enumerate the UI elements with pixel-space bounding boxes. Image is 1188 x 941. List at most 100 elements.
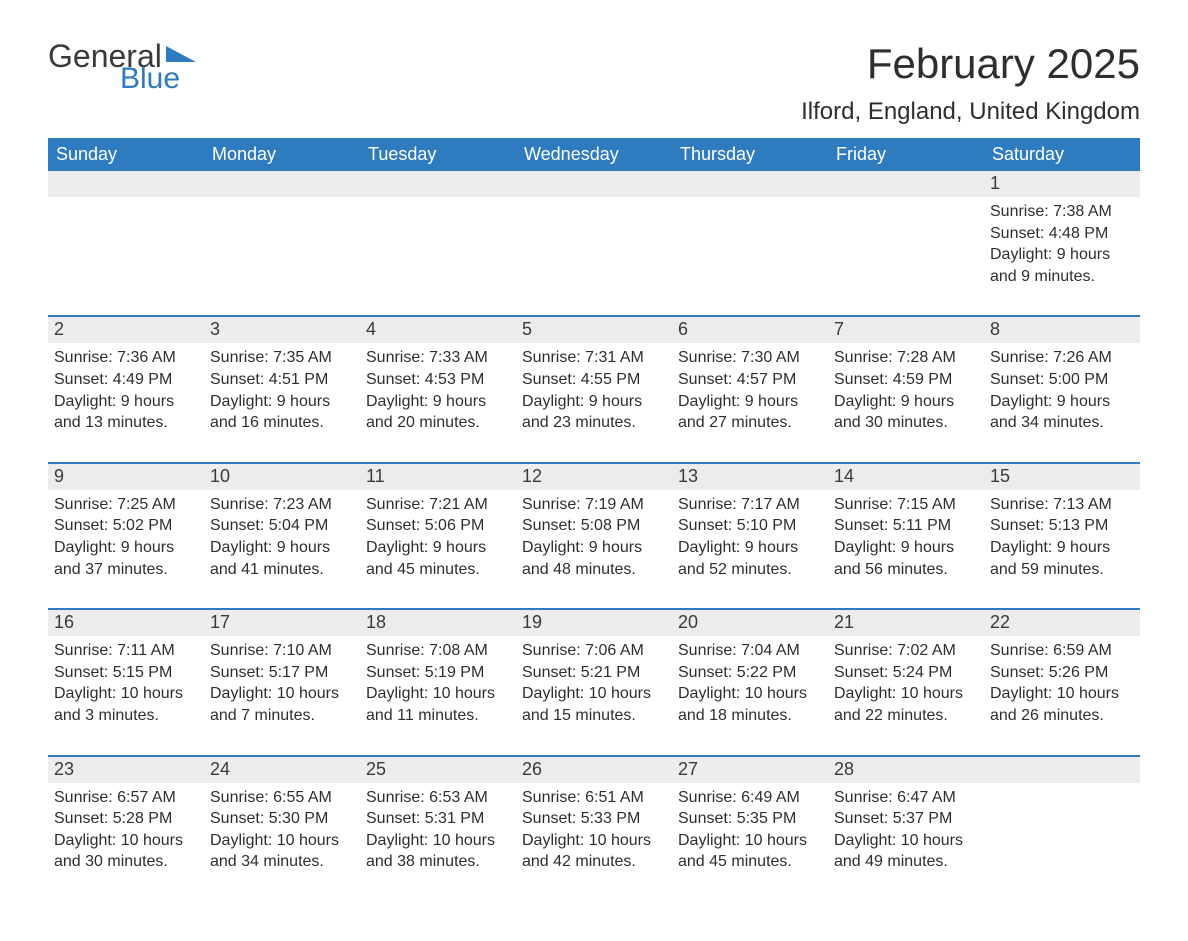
sunset-text: Sunset: 5:06 PM bbox=[366, 515, 510, 537]
daylight-text: Daylight: 10 hours and 11 minutes. bbox=[366, 683, 510, 726]
sunrise-text: Sunrise: 7:21 AM bbox=[366, 494, 510, 516]
day-cell: 10Sunrise: 7:23 AMSunset: 5:04 PMDayligh… bbox=[204, 463, 360, 609]
daylight-text: Daylight: 9 hours and 41 minutes. bbox=[210, 537, 354, 580]
day-details bbox=[516, 197, 672, 229]
sunset-text: Sunset: 4:57 PM bbox=[678, 369, 822, 391]
day-number bbox=[516, 171, 672, 197]
day-cell: 5Sunrise: 7:31 AMSunset: 4:55 PMDaylight… bbox=[516, 316, 672, 462]
title-block: February 2025 Ilford, England, United Ki… bbox=[801, 40, 1140, 126]
day-number: 24 bbox=[204, 757, 360, 783]
daylight-text: Daylight: 9 hours and 45 minutes. bbox=[366, 537, 510, 580]
daylight-text: Daylight: 10 hours and 49 minutes. bbox=[834, 830, 978, 873]
day-details: Sunrise: 6:51 AMSunset: 5:33 PMDaylight:… bbox=[516, 783, 672, 901]
day-number: 18 bbox=[360, 610, 516, 636]
day-details: Sunrise: 7:35 AMSunset: 4:51 PMDaylight:… bbox=[204, 343, 360, 461]
sunset-text: Sunset: 5:17 PM bbox=[210, 662, 354, 684]
day-details: Sunrise: 7:30 AMSunset: 4:57 PMDaylight:… bbox=[672, 343, 828, 461]
week-row: 23Sunrise: 6:57 AMSunset: 5:28 PMDayligh… bbox=[48, 756, 1140, 901]
sunrise-text: Sunrise: 7:08 AM bbox=[366, 640, 510, 662]
day-cell: 22Sunrise: 6:59 AMSunset: 5:26 PMDayligh… bbox=[984, 609, 1140, 755]
day-cell: 28Sunrise: 6:47 AMSunset: 5:37 PMDayligh… bbox=[828, 756, 984, 901]
sunrise-text: Sunrise: 7:33 AM bbox=[366, 347, 510, 369]
sunset-text: Sunset: 4:51 PM bbox=[210, 369, 354, 391]
daylight-text: Daylight: 10 hours and 22 minutes. bbox=[834, 683, 978, 726]
day-details bbox=[204, 197, 360, 229]
sunrise-text: Sunrise: 7:25 AM bbox=[54, 494, 198, 516]
sunset-text: Sunset: 5:35 PM bbox=[678, 808, 822, 830]
day-cell: 15Sunrise: 7:13 AMSunset: 5:13 PMDayligh… bbox=[984, 463, 1140, 609]
day-number: 20 bbox=[672, 610, 828, 636]
sunrise-text: Sunrise: 7:10 AM bbox=[210, 640, 354, 662]
sunrise-text: Sunrise: 6:57 AM bbox=[54, 787, 198, 809]
logo: General Blue bbox=[48, 40, 196, 94]
daylight-text: Daylight: 9 hours and 48 minutes. bbox=[522, 537, 666, 580]
sunrise-text: Sunrise: 7:28 AM bbox=[834, 347, 978, 369]
day-cell: 19Sunrise: 7:06 AMSunset: 5:21 PMDayligh… bbox=[516, 609, 672, 755]
month-title: February 2025 bbox=[801, 40, 1140, 88]
day-cell bbox=[984, 756, 1140, 901]
daylight-text: Daylight: 9 hours and 59 minutes. bbox=[990, 537, 1134, 580]
day-number: 7 bbox=[828, 317, 984, 343]
daylight-text: Daylight: 9 hours and 30 minutes. bbox=[834, 391, 978, 434]
sunrise-text: Sunrise: 7:38 AM bbox=[990, 201, 1134, 223]
day-details: Sunrise: 7:23 AMSunset: 5:04 PMDaylight:… bbox=[204, 490, 360, 608]
day-details: Sunrise: 7:13 AMSunset: 5:13 PMDaylight:… bbox=[984, 490, 1140, 608]
day-details: Sunrise: 6:49 AMSunset: 5:35 PMDaylight:… bbox=[672, 783, 828, 901]
sunset-text: Sunset: 5:24 PM bbox=[834, 662, 978, 684]
calendar-page: General Blue February 2025 Ilford, Engla… bbox=[0, 0, 1188, 941]
sunset-text: Sunset: 5:10 PM bbox=[678, 515, 822, 537]
daylight-text: Daylight: 10 hours and 18 minutes. bbox=[678, 683, 822, 726]
sunset-text: Sunset: 4:48 PM bbox=[990, 223, 1134, 245]
day-cell bbox=[360, 171, 516, 316]
sunset-text: Sunset: 5:21 PM bbox=[522, 662, 666, 684]
weekday-header: Monday bbox=[204, 138, 360, 171]
day-details: Sunrise: 6:55 AMSunset: 5:30 PMDaylight:… bbox=[204, 783, 360, 901]
sunrise-text: Sunrise: 7:04 AM bbox=[678, 640, 822, 662]
day-details: Sunrise: 6:47 AMSunset: 5:37 PMDaylight:… bbox=[828, 783, 984, 901]
daylight-text: Daylight: 10 hours and 45 minutes. bbox=[678, 830, 822, 873]
day-number: 14 bbox=[828, 464, 984, 490]
weekday-header: Sunday bbox=[48, 138, 204, 171]
day-cell: 6Sunrise: 7:30 AMSunset: 4:57 PMDaylight… bbox=[672, 316, 828, 462]
daylight-text: Daylight: 9 hours and 13 minutes. bbox=[54, 391, 198, 434]
day-details: Sunrise: 7:08 AMSunset: 5:19 PMDaylight:… bbox=[360, 636, 516, 754]
sunrise-text: Sunrise: 7:19 AM bbox=[522, 494, 666, 516]
sunrise-text: Sunrise: 7:36 AM bbox=[54, 347, 198, 369]
day-number bbox=[984, 757, 1140, 783]
day-details: Sunrise: 7:06 AMSunset: 5:21 PMDaylight:… bbox=[516, 636, 672, 754]
weekday-header: Wednesday bbox=[516, 138, 672, 171]
day-number: 8 bbox=[984, 317, 1140, 343]
day-cell: 23Sunrise: 6:57 AMSunset: 5:28 PMDayligh… bbox=[48, 756, 204, 901]
day-cell: 25Sunrise: 6:53 AMSunset: 5:31 PMDayligh… bbox=[360, 756, 516, 901]
daylight-text: Daylight: 9 hours and 34 minutes. bbox=[990, 391, 1134, 434]
day-cell bbox=[672, 171, 828, 316]
day-details: Sunrise: 7:04 AMSunset: 5:22 PMDaylight:… bbox=[672, 636, 828, 754]
sunset-text: Sunset: 5:02 PM bbox=[54, 515, 198, 537]
sunrise-text: Sunrise: 7:35 AM bbox=[210, 347, 354, 369]
day-details: Sunrise: 7:28 AMSunset: 4:59 PMDaylight:… bbox=[828, 343, 984, 461]
daylight-text: Daylight: 10 hours and 15 minutes. bbox=[522, 683, 666, 726]
day-details: Sunrise: 7:15 AMSunset: 5:11 PMDaylight:… bbox=[828, 490, 984, 608]
sunset-text: Sunset: 5:28 PM bbox=[54, 808, 198, 830]
day-details: Sunrise: 7:26 AMSunset: 5:00 PMDaylight:… bbox=[984, 343, 1140, 461]
daylight-text: Daylight: 9 hours and 56 minutes. bbox=[834, 537, 978, 580]
sunset-text: Sunset: 4:53 PM bbox=[366, 369, 510, 391]
day-cell: 3Sunrise: 7:35 AMSunset: 4:51 PMDaylight… bbox=[204, 316, 360, 462]
daylight-text: Daylight: 9 hours and 9 minutes. bbox=[990, 244, 1134, 287]
sunrise-text: Sunrise: 6:49 AM bbox=[678, 787, 822, 809]
day-details: Sunrise: 7:17 AMSunset: 5:10 PMDaylight:… bbox=[672, 490, 828, 608]
weekday-header: Saturday bbox=[984, 138, 1140, 171]
day-number: 22 bbox=[984, 610, 1140, 636]
day-details: Sunrise: 7:31 AMSunset: 4:55 PMDaylight:… bbox=[516, 343, 672, 461]
day-cell: 7Sunrise: 7:28 AMSunset: 4:59 PMDaylight… bbox=[828, 316, 984, 462]
day-details: Sunrise: 6:59 AMSunset: 5:26 PMDaylight:… bbox=[984, 636, 1140, 754]
sunrise-text: Sunrise: 6:51 AM bbox=[522, 787, 666, 809]
day-number: 25 bbox=[360, 757, 516, 783]
day-number: 15 bbox=[984, 464, 1140, 490]
day-details: Sunrise: 6:53 AMSunset: 5:31 PMDaylight:… bbox=[360, 783, 516, 901]
sunset-text: Sunset: 4:55 PM bbox=[522, 369, 666, 391]
day-number: 16 bbox=[48, 610, 204, 636]
day-number: 5 bbox=[516, 317, 672, 343]
sunrise-text: Sunrise: 7:23 AM bbox=[210, 494, 354, 516]
sunrise-text: Sunrise: 6:47 AM bbox=[834, 787, 978, 809]
